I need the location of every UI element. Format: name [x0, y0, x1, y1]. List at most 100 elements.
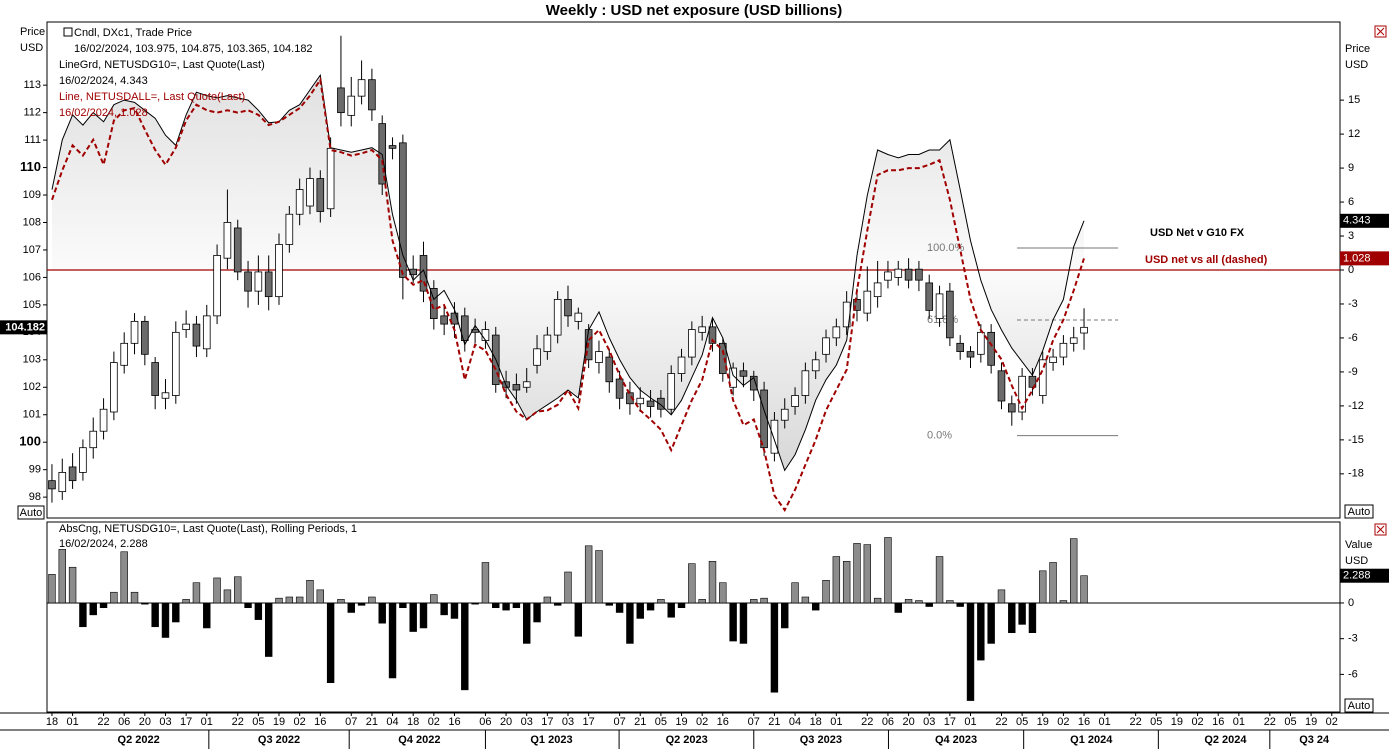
candle-body: [254, 271, 263, 292]
candle-body: [574, 312, 583, 322]
y-tick-label: 111: [24, 134, 41, 146]
bar: [1059, 600, 1068, 604]
legend-info: 16/02/2024, 1.028: [59, 107, 148, 119]
bar: [533, 602, 541, 623]
x-tick-label: 02: [428, 716, 440, 728]
y2-tick-label: 3: [1348, 230, 1354, 242]
y-tick-label: 99: [29, 464, 41, 476]
close-button[interactable]: [1374, 25, 1387, 38]
y-tick-label: 107: [23, 244, 41, 256]
x-tick-label: 21: [768, 716, 780, 728]
x-tick-label: 22: [232, 716, 244, 728]
candle-body: [935, 293, 944, 320]
bar: [1018, 602, 1026, 625]
candle-body: [450, 312, 459, 325]
candle-body: [285, 213, 294, 245]
auto-button-label[interactable]: Auto: [20, 507, 43, 519]
candle-body: [708, 326, 717, 344]
candle-body: [543, 334, 552, 352]
y2-tick-label: -15: [1348, 434, 1364, 446]
bar: [68, 566, 77, 604]
bar: [58, 549, 66, 604]
candle-body: [460, 315, 469, 341]
candle-body: [233, 227, 242, 273]
bar: [1049, 562, 1057, 604]
candle-body: [130, 320, 139, 344]
candle-body: [151, 362, 159, 396]
y-tick-label: 112: [23, 107, 41, 119]
bar: [440, 602, 448, 616]
candle-body: [987, 331, 995, 366]
bar: [915, 600, 923, 604]
bar: [172, 602, 180, 623]
bar: [141, 602, 149, 605]
candle-body: [223, 222, 232, 259]
bar: [254, 602, 263, 620]
bar: [378, 602, 386, 624]
bar: [523, 602, 531, 644]
bar: [605, 602, 613, 606]
candle-body: [171, 331, 180, 396]
auto-button-label[interactable]: Auto: [1348, 506, 1371, 518]
candle-body: [956, 342, 964, 352]
x-tick-label: 03: [521, 716, 533, 728]
value-tag: [1340, 568, 1389, 583]
candle-body: [822, 337, 830, 355]
bar: [203, 602, 211, 629]
y-tick-label: 102: [23, 381, 41, 393]
y2-tick-label: 6: [1348, 196, 1354, 208]
quarter-label: Q1 2023: [530, 734, 572, 746]
bar: [306, 580, 314, 604]
quarter-label: Q4 2023: [935, 734, 977, 746]
bar: [657, 599, 665, 604]
candle-body: [719, 342, 727, 374]
bar: [708, 560, 717, 604]
y-tick-label: 98: [29, 491, 41, 503]
y-axis-label: USD: [20, 42, 43, 54]
auto-button[interactable]: [1344, 698, 1374, 713]
x-tick-label: 16: [448, 716, 460, 728]
candle-body: [884, 271, 892, 281]
candle-body: [1080, 326, 1088, 334]
x-tick-label: 03: [159, 716, 171, 728]
bar: [1028, 602, 1037, 634]
x-tick-label: 20: [500, 716, 512, 728]
bar: [729, 602, 737, 642]
x-tick-label: 01: [1099, 716, 1111, 728]
y2-tick-label: 0: [1348, 597, 1354, 609]
y-tick-label: 101: [23, 409, 41, 421]
close-button[interactable]: [1374, 523, 1387, 536]
candle-body: [605, 356, 614, 383]
auto-button[interactable]: [17, 505, 45, 520]
bar: [873, 597, 882, 604]
annotation: USD Net v G10 FX: [1150, 227, 1245, 239]
bar: [89, 602, 97, 616]
bar: [512, 602, 521, 609]
candle-body: [388, 145, 397, 149]
x-tick-label: 16: [314, 716, 326, 728]
y2-axis-label: USD: [1345, 59, 1368, 71]
bar: [781, 602, 789, 629]
candle-body: [677, 356, 686, 374]
bar: [925, 602, 933, 607]
candle-body: [275, 244, 283, 298]
bar: [574, 602, 583, 637]
candle-body: [657, 397, 665, 410]
x-tick-label: 07: [613, 716, 625, 728]
x-tick-label: 17: [541, 716, 553, 728]
candle-body: [347, 95, 356, 116]
bar: [419, 602, 428, 629]
bar: [822, 580, 830, 604]
auto-button-label[interactable]: Auto: [1348, 700, 1371, 712]
value-tag: [1340, 251, 1389, 266]
annotation: USD net vs all (dashed): [1145, 254, 1268, 266]
auto-button[interactable]: [1344, 504, 1374, 519]
y-tick-label: 109: [23, 189, 41, 201]
candle-body: [316, 178, 325, 212]
y2-tick-label: -18: [1348, 468, 1364, 480]
x-tick-label: 17: [944, 716, 956, 728]
bar: [450, 602, 459, 619]
bar: [244, 602, 252, 609]
x-tick-label: 18: [810, 716, 822, 728]
